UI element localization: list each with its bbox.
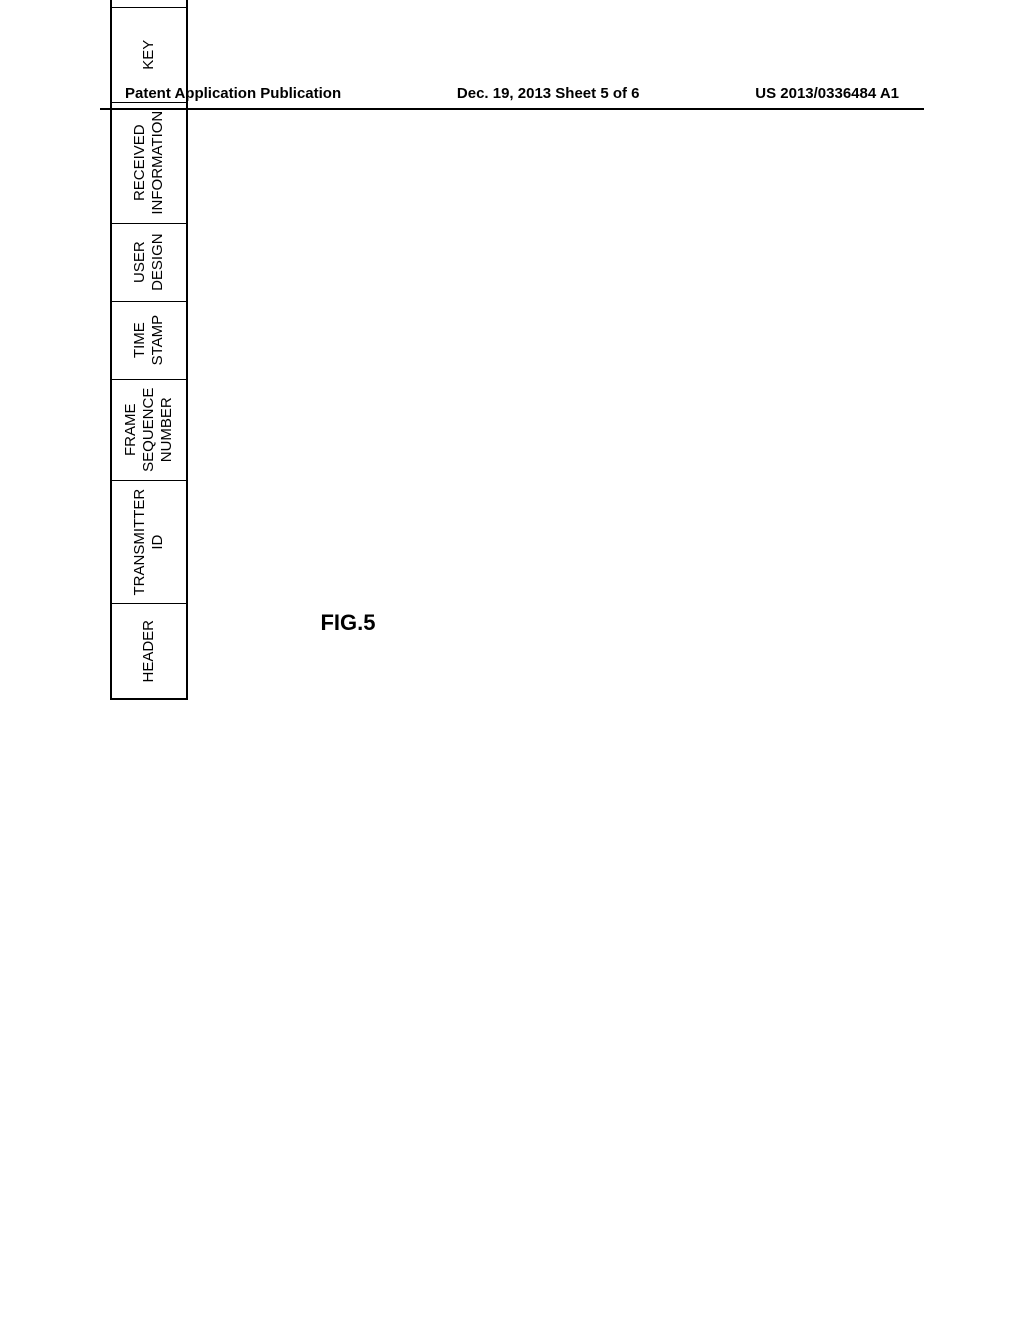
field-frame-sequence-number: FRAMESEQUENCENUMBER — [111, 379, 187, 480]
field-header: HEADER — [111, 604, 187, 699]
frame-structure-table-container: HEADER TRANSMITTERID FRAMESEQUENCENUMBER… — [110, 0, 188, 700]
publication-number: US 2013/0336484 A1 — [755, 85, 899, 102]
header-underline — [100, 108, 924, 110]
frame-structure-table: HEADER TRANSMITTERID FRAMESEQUENCENUMBER… — [110, 0, 188, 700]
table-row: HEADER TRANSMITTERID FRAMESEQUENCENUMBER… — [111, 0, 187, 699]
field-time-stamp: TIMESTAMP — [111, 301, 187, 379]
field-transmitter-id: TRANSMITTERID — [111, 480, 187, 604]
date-sheet: Dec. 19, 2013 Sheet 5 of 6 — [457, 85, 640, 102]
field-self-check-code: SELF-CHECKCODE — [111, 0, 187, 7]
field-user-design: USERDESIGN — [111, 223, 187, 301]
figure-label: FIG.5 — [320, 610, 375, 636]
field-key: KEY — [111, 7, 187, 102]
field-received-information: RECEIVEDINFORMATION — [111, 102, 187, 223]
